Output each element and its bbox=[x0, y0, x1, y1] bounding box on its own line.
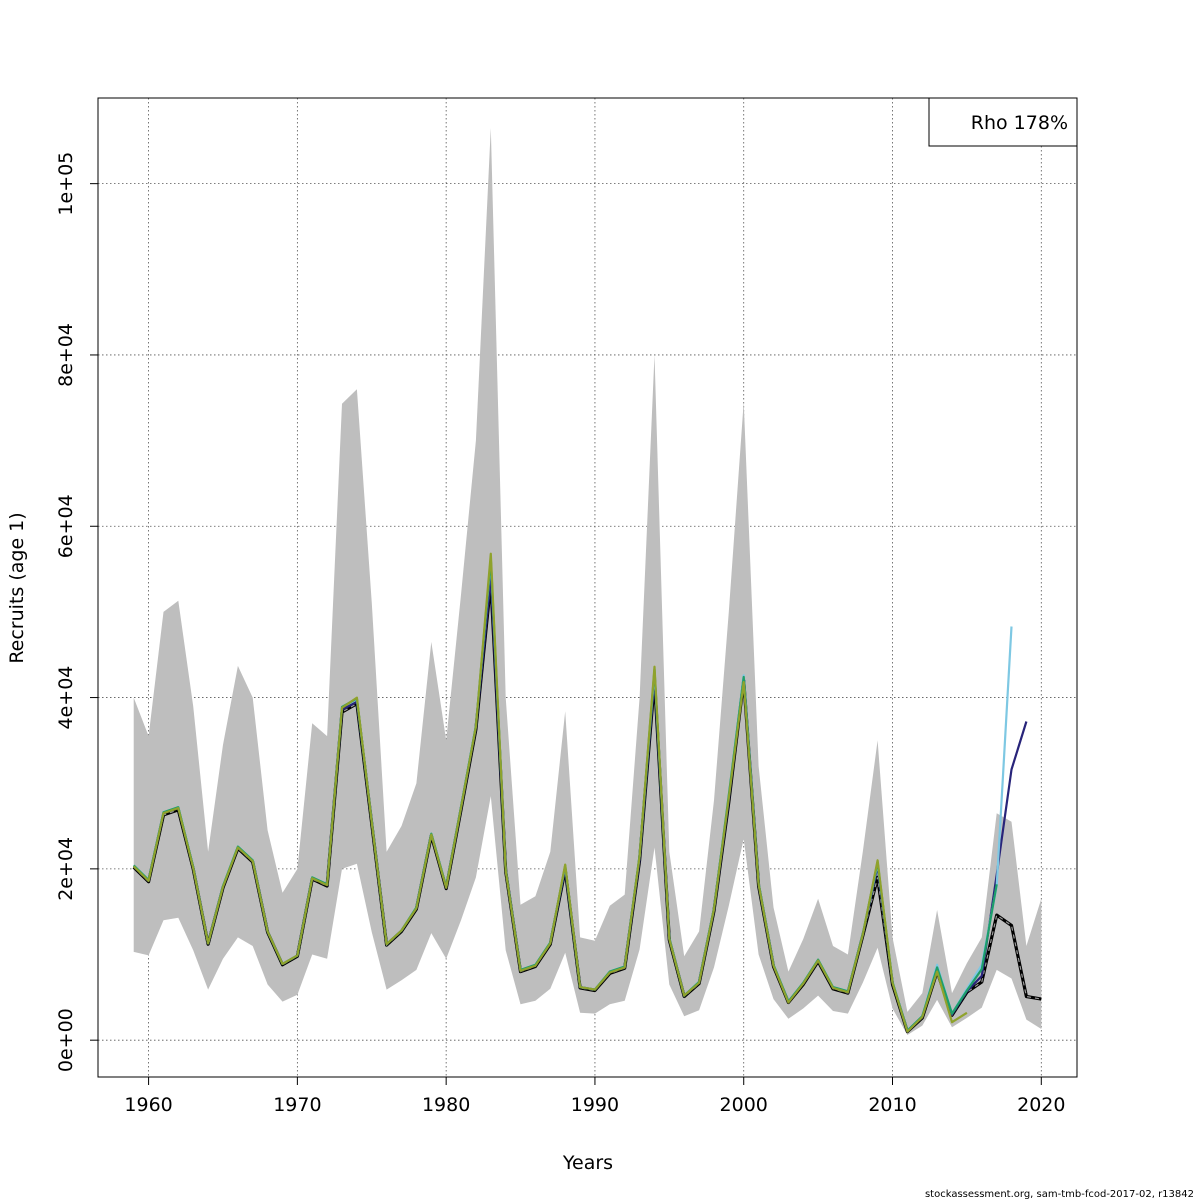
y-tick-label: 0e+00 bbox=[55, 1008, 77, 1072]
x-tick-label: 1980 bbox=[422, 1094, 470, 1116]
y-tick-label: 2e+04 bbox=[55, 837, 77, 901]
x-tick-label: 2020 bbox=[1017, 1094, 1065, 1116]
x-tick-label: 2010 bbox=[868, 1094, 916, 1116]
confidence-band-group bbox=[133, 128, 1042, 1035]
legend: Rho 178% bbox=[928, 97, 1078, 147]
y-tick-label: 8e+04 bbox=[55, 323, 77, 387]
y-tick-label: 4e+04 bbox=[55, 666, 77, 730]
x-tick-label: 1990 bbox=[571, 1094, 619, 1116]
y-tick-label: 1e+05 bbox=[55, 152, 77, 216]
legend-text: Rho 178% bbox=[971, 112, 1068, 134]
plot-frame bbox=[97, 97, 1078, 1078]
legend-box bbox=[928, 97, 1078, 147]
x-axis: 1960 1970 1980 1990 2000 2010 2020 bbox=[124, 1077, 1065, 1116]
x-tick-label: 1960 bbox=[124, 1094, 172, 1116]
series-lines-group bbox=[132, 552, 1042, 1034]
grid-lines bbox=[98, 98, 1077, 1077]
y-tick-label: 6e+04 bbox=[55, 494, 77, 558]
confidence-band bbox=[133, 128, 1042, 1035]
x-axis-label: Years bbox=[562, 1152, 613, 1174]
x-tick-label: 1970 bbox=[273, 1094, 321, 1116]
y-axis-label: Recruits (age 1) bbox=[6, 512, 28, 663]
x-tick-label: 2000 bbox=[720, 1094, 768, 1116]
y-axis: 0e+00 2e+04 4e+04 6e+04 8e+04 1e+05 bbox=[55, 152, 98, 1072]
series-line-4 bbox=[132, 552, 968, 1033]
footer-credit: stockassessment.org, sam-tmb-fcod-2017-0… bbox=[925, 1189, 1194, 1200]
